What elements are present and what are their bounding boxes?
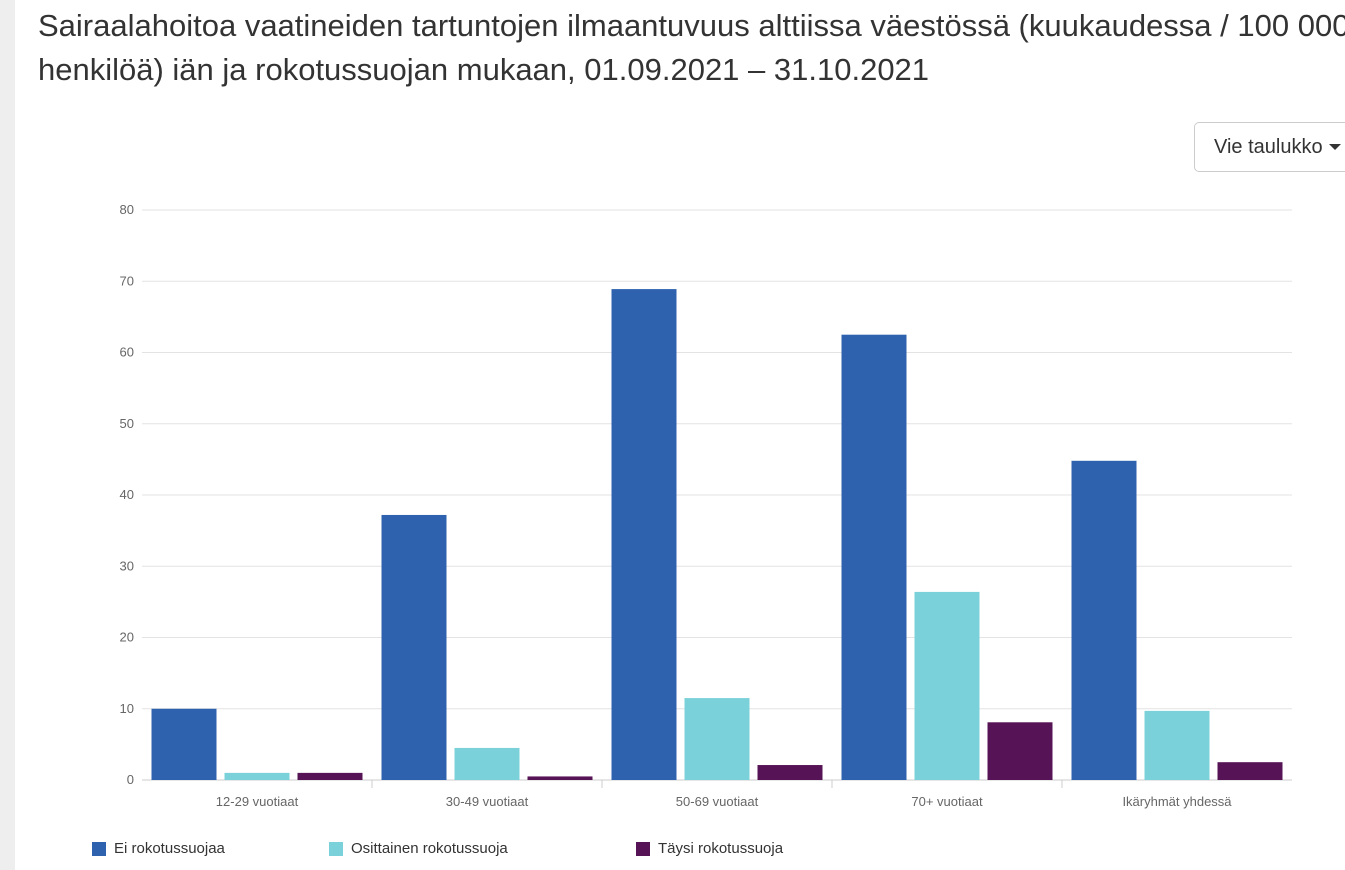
y-tick-label: 60 [120, 345, 134, 360]
y-tick-label: 0 [127, 772, 134, 787]
legend-item[interactable]: Ei rokotussuojaa [92, 840, 225, 857]
y-tick-label: 80 [120, 202, 134, 217]
bar-0-3 [841, 334, 907, 780]
legend-swatch [92, 841, 106, 856]
legend-swatch [636, 841, 650, 856]
bar-0-0 [151, 708, 217, 780]
legend-label: Täysi rokotussuoja [658, 840, 784, 857]
bar-1-1 [454, 747, 520, 780]
bar-0-2 [611, 289, 677, 780]
bar-0-4 [1071, 460, 1137, 780]
x-tick-label: 30-49 vuotiaat [446, 794, 529, 809]
y-tick-label: 10 [120, 701, 134, 716]
y-tick-label: 30 [120, 558, 134, 573]
x-tick-label: 70+ vuotiaat [911, 794, 983, 809]
y-tick-label: 20 [120, 630, 134, 645]
bar-2-4 [1217, 762, 1283, 780]
left-margin-strip [0, 0, 15, 870]
bar-1-0 [224, 772, 290, 780]
legend-swatch [329, 841, 343, 856]
bar-1-4 [1144, 710, 1210, 780]
caret-down-icon [1328, 144, 1341, 150]
legend-item[interactable]: Osittainen rokotussuoja [329, 840, 508, 857]
x-tick-label: 50-69 vuotiaat [676, 794, 759, 809]
y-tick-label: 50 [120, 416, 134, 431]
chart-title: Sairaalahoitoa vaatineiden tartuntojen i… [38, 8, 1345, 87]
legend-item[interactable]: Täysi rokotussuoja [636, 840, 783, 857]
y-tick-label: 70 [120, 273, 134, 288]
y-tick-label: 40 [120, 487, 134, 502]
x-tick-label: 12-29 vuotiaat [216, 794, 299, 809]
x-tick-label: Ikäryhmät yhdessä [1122, 794, 1232, 809]
bar-2-2 [757, 765, 823, 780]
bar-2-1 [527, 776, 593, 780]
export-button-label: Vie taulukko [1214, 135, 1323, 158]
bar-0-1 [381, 514, 447, 780]
bar-2-3 [987, 722, 1053, 780]
export-table-button[interactable]: Vie taulukko [1194, 122, 1345, 172]
bar-2-0 [297, 772, 363, 780]
bar-1-3 [914, 591, 980, 780]
bar-1-2 [684, 698, 750, 780]
legend-label: Ei rokotussuojaa [114, 840, 225, 857]
legend-label: Osittainen rokotussuoja [351, 840, 508, 857]
